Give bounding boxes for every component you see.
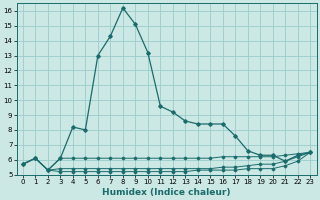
X-axis label: Humidex (Indice chaleur): Humidex (Indice chaleur) — [102, 188, 231, 197]
